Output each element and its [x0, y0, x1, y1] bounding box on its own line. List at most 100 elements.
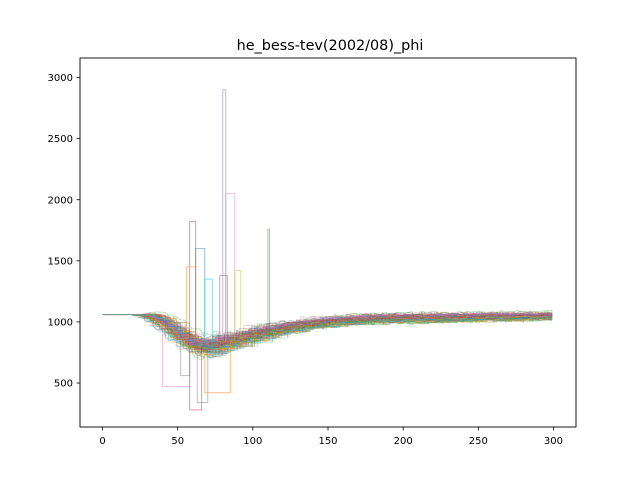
series-line — [102, 312, 552, 346]
series-line — [102, 314, 552, 356]
x-tick-label: 50 — [171, 436, 184, 447]
series-line — [102, 314, 552, 355]
series-line — [102, 314, 552, 351]
series-line — [102, 312, 553, 345]
series-line — [102, 313, 552, 348]
x-tick-label: 0 — [99, 436, 105, 447]
series-line — [102, 314, 552, 360]
series-line — [102, 313, 552, 348]
series-line — [102, 314, 552, 349]
series-line — [102, 314, 553, 352]
series-line — [102, 313, 552, 346]
series-line — [102, 314, 553, 348]
series-line — [102, 314, 553, 350]
series-line — [102, 313, 553, 347]
series-line — [102, 314, 553, 358]
series-line — [102, 314, 552, 357]
series-line — [102, 314, 552, 352]
series-line — [102, 314, 553, 353]
series-line — [102, 314, 552, 352]
series-line — [102, 314, 553, 356]
y-tick-label: 500 — [54, 379, 73, 390]
series-line — [102, 313, 552, 349]
x-tick-label: 200 — [394, 436, 413, 447]
series-line — [102, 310, 553, 339]
series-line — [102, 313, 552, 349]
series-line — [102, 312, 552, 348]
series-line — [102, 314, 553, 358]
series-line — [102, 313, 552, 350]
series-line — [102, 314, 553, 353]
series-line — [102, 314, 552, 347]
series-line — [102, 311, 552, 345]
series-spike — [224, 193, 238, 342]
series-line — [102, 314, 552, 351]
series-line — [102, 312, 552, 343]
series-line — [102, 313, 552, 347]
series-line — [102, 312, 552, 348]
series-line — [102, 312, 552, 347]
series-line — [102, 313, 552, 352]
series-line — [102, 314, 552, 349]
series-spike — [218, 275, 231, 345]
series-line — [102, 313, 553, 350]
series-spike — [233, 270, 244, 343]
series-line — [102, 314, 553, 357]
series-line — [102, 314, 552, 350]
series-line — [102, 312, 552, 345]
series-line — [102, 314, 552, 359]
series-line — [102, 313, 552, 349]
x-tick-label: 250 — [469, 436, 488, 447]
series-line — [102, 314, 553, 356]
series-line — [102, 314, 553, 351]
series-line — [102, 313, 552, 345]
series-line — [102, 314, 553, 353]
series-line — [102, 314, 553, 351]
series-line — [102, 312, 553, 346]
series-spike — [161, 322, 193, 388]
series-line — [102, 314, 552, 353]
series-line — [102, 311, 552, 341]
series-line — [102, 314, 553, 350]
series-line — [102, 313, 552, 348]
series-line — [102, 313, 552, 349]
series-line — [102, 314, 553, 354]
series-line — [102, 314, 552, 354]
series-line — [102, 314, 552, 353]
x-tick-label: 150 — [318, 436, 337, 447]
series-line — [102, 314, 553, 350]
series-line — [102, 313, 553, 350]
series-line — [102, 314, 552, 356]
y-tick-label: 2500 — [48, 134, 73, 145]
series-line — [102, 313, 552, 350]
series-line — [102, 314, 552, 348]
series-line — [102, 314, 552, 353]
series-line — [102, 314, 553, 349]
series-line — [102, 313, 552, 349]
series-line — [102, 314, 552, 354]
series-line — [102, 314, 552, 356]
series-line — [102, 314, 553, 350]
series-spike — [195, 344, 211, 403]
series-line — [102, 314, 552, 353]
series-line — [102, 314, 553, 356]
series-line — [102, 312, 553, 347]
series-line — [102, 313, 553, 343]
series-line — [102, 314, 552, 350]
series-line — [102, 314, 552, 350]
series-line — [102, 313, 553, 350]
x-axis: 0 50 100 150 200 250 300 — [99, 427, 563, 447]
series-line — [102, 314, 553, 352]
series-line — [102, 314, 552, 352]
series-line — [102, 312, 553, 346]
series-line — [102, 314, 552, 358]
series-line — [102, 314, 553, 354]
series-line — [102, 312, 552, 348]
series-spike — [179, 332, 193, 377]
series-line — [102, 314, 552, 349]
series-line — [102, 313, 552, 348]
series-line — [102, 314, 552, 355]
series-line — [102, 314, 553, 354]
